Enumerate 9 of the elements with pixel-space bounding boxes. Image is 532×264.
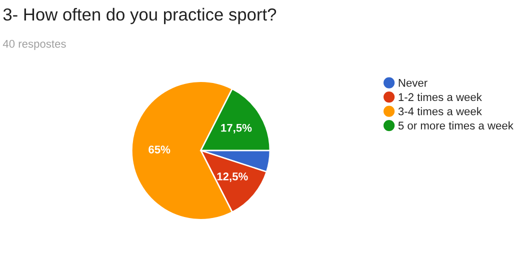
- data-label: 65%: [148, 146, 170, 154]
- legend-label: 1-2 times a week: [398, 92, 482, 102]
- chart-title: 3- How often do you practice sport?: [3, 8, 276, 24]
- data-label: 17,5%: [221, 124, 252, 134]
- legend-label: 3-4 times a week: [398, 107, 482, 116]
- legend-label: Never: [398, 79, 428, 87]
- legend-label: 5 or more times a week: [398, 121, 514, 130]
- text: 40 respostes: [2, 40, 66, 50]
- data-label: 12,5%: [217, 172, 248, 182]
